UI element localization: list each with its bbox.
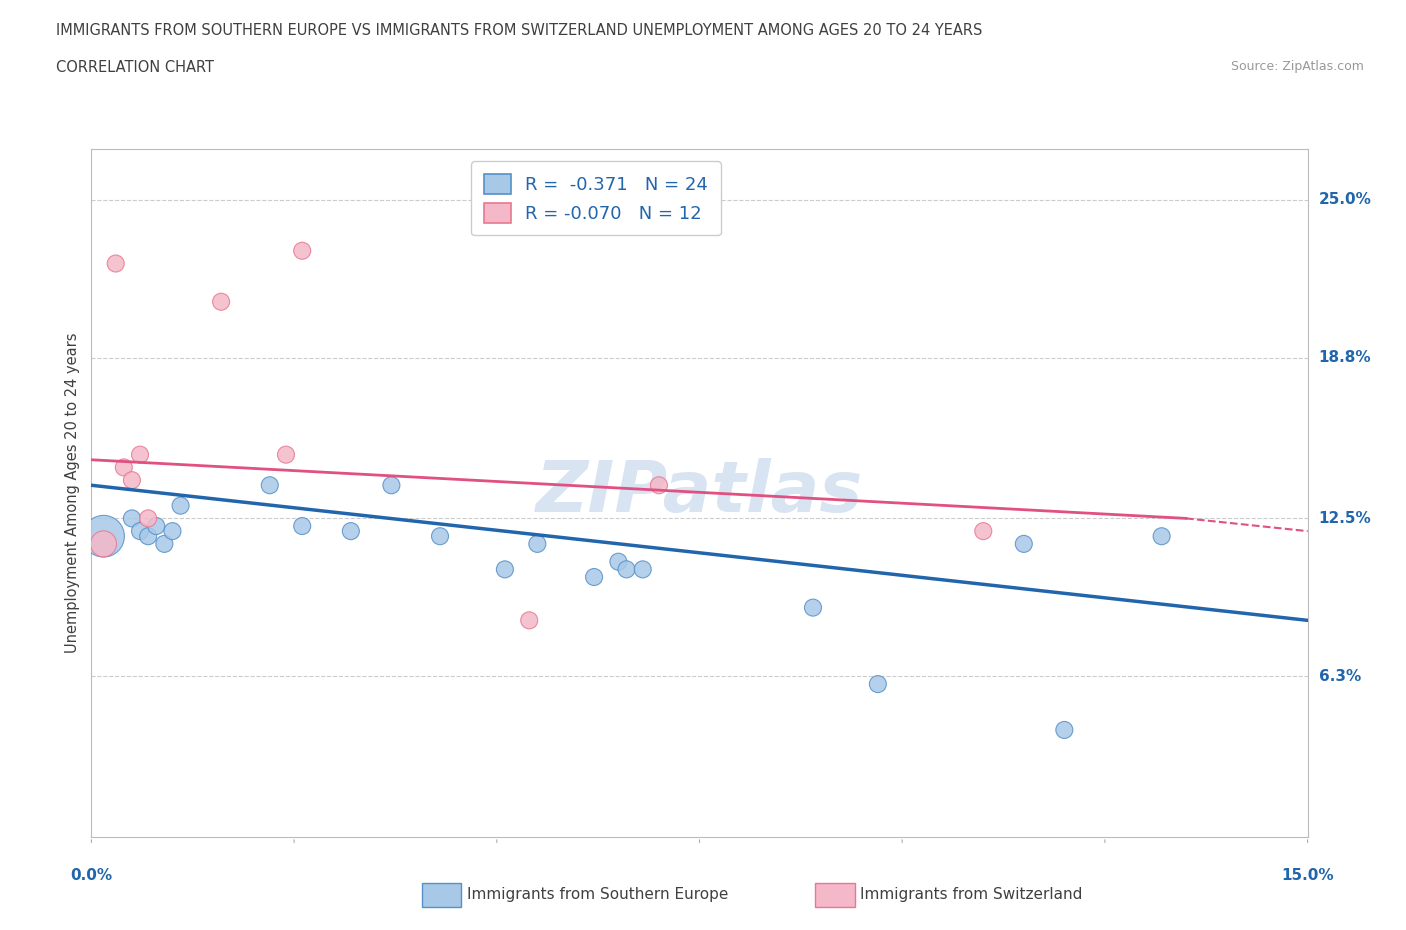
Text: CORRELATION CHART: CORRELATION CHART (56, 60, 214, 75)
Point (380, 478, 402, 493)
Text: 15.0%: 15.0% (1281, 868, 1334, 883)
Point (1053, 723, 1076, 737)
Point (129, 524, 152, 538)
Point (1150, 529, 1173, 544)
Point (93, 529, 115, 544)
Point (93, 537, 115, 551)
Point (866, 677, 889, 692)
Point (648, 478, 671, 493)
Point (291, 519, 314, 534)
Point (259, 478, 281, 493)
Point (129, 447, 152, 462)
Point (209, 294, 232, 309)
Point (162, 524, 184, 538)
Point (801, 600, 824, 615)
Point (121, 511, 143, 525)
Point (274, 447, 297, 462)
Point (169, 498, 191, 513)
Point (340, 524, 363, 538)
Y-axis label: Unemployment Among Ages 20 to 24 years: Unemployment Among Ages 20 to 24 years (65, 333, 80, 653)
Point (583, 569, 606, 584)
Point (121, 472, 143, 487)
Point (136, 511, 159, 525)
Point (631, 562, 654, 577)
Point (112, 460, 135, 475)
Point (616, 562, 638, 577)
Point (153, 537, 176, 551)
Point (494, 562, 516, 577)
Text: Immigrants from Southern Europe: Immigrants from Southern Europe (467, 887, 728, 902)
Text: 6.3%: 6.3% (1319, 669, 1361, 684)
Point (145, 519, 167, 534)
Point (291, 244, 314, 259)
Point (104, 256, 127, 271)
Text: Source: ZipAtlas.com: Source: ZipAtlas.com (1230, 60, 1364, 73)
Legend: R =  -0.371   N = 24, R = -0.070   N = 12: R = -0.371 N = 24, R = -0.070 N = 12 (471, 161, 721, 235)
Text: 18.8%: 18.8% (1319, 351, 1371, 365)
Point (972, 524, 994, 538)
Point (526, 537, 548, 551)
Point (136, 529, 159, 544)
Text: ZIPatlas: ZIPatlas (536, 458, 863, 527)
Text: 0.0%: 0.0% (70, 868, 112, 883)
Text: 25.0%: 25.0% (1319, 193, 1372, 207)
Point (429, 529, 451, 544)
Point (607, 554, 630, 569)
Text: 12.5%: 12.5% (1319, 511, 1371, 525)
Text: IMMIGRANTS FROM SOUTHERN EUROPE VS IMMIGRANTS FROM SWITZERLAND UNEMPLOYMENT AMON: IMMIGRANTS FROM SOUTHERN EUROPE VS IMMIG… (56, 23, 983, 38)
Point (517, 613, 540, 628)
Point (1012, 537, 1035, 551)
Text: Immigrants from Switzerland: Immigrants from Switzerland (860, 887, 1083, 902)
